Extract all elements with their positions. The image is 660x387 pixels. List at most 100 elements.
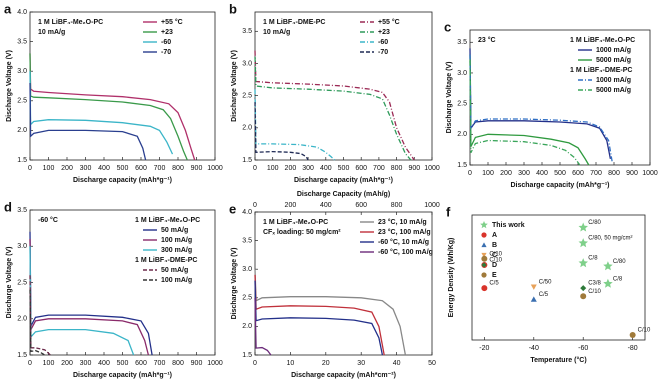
data-line [469,54,590,166]
x-tick-label: 1000 [207,165,223,172]
data-point [578,222,588,232]
x-tick-label: 800 [172,165,184,172]
x-tick-label: 900 [191,360,203,367]
legend-label: -70 [161,49,171,56]
panel-letter: d [4,199,12,214]
y-tick-label: 1.5 [457,162,467,169]
legend-label: +55 °C [161,18,183,26]
annotation: 1 M LiBF₄-Me₂O-PC [263,219,328,226]
annotation: 23 °C [478,36,496,44]
point-label: C/80 [613,259,626,265]
point-label: C3/8 [588,281,601,287]
data-line [254,89,336,161]
x-tick-label: 400 [536,170,548,177]
data-line [29,238,150,356]
y-axis-label: Energy Density (Wh/Kg) [448,238,455,318]
plot-frame [471,214,646,341]
x-tick-label: 20 [322,360,330,367]
point-label: C/50 [539,279,552,285]
y-axis-label: Discharge Voltage (V) [231,248,238,320]
x-tick-label: 500 [117,165,129,172]
x-tick-label: 500 [554,170,566,177]
x2-axis-label: Discharge Capacity (mAh/g) [297,191,390,198]
y-axis-label: Discharge Voltage (V) [231,50,238,122]
legend-label: B [492,242,497,249]
y-tick-label: 3.5 [242,237,252,244]
annotation: 10 mA/g [263,29,290,36]
y-tick-label: 3.0 [242,266,252,273]
data-point [530,284,537,290]
legend-label: -60 °C, 10 mA/g [378,238,429,246]
y-tick-label: 2.0 [457,131,467,138]
legend-marker [481,242,487,248]
legend-label: E [492,272,497,279]
annotation: 1 M LiBF₄-DME-PC [263,19,325,26]
x-tick-label: 700 [154,360,166,367]
x-tick-label: 700 [154,165,166,172]
legend-label: 100 mA/g [161,237,192,244]
y-tick-label: 2.5 [242,295,252,302]
y-axis-label: Discharge Voltage (V) [446,62,453,134]
point-label: C/8 [613,276,623,282]
x-tick-label: 100 [267,165,279,172]
x-tick-label: 600 [355,165,367,172]
y-tick-label: 3.5 [17,207,27,214]
legend-label: 1000 mA/g [596,77,631,84]
legend-label: 23 °C, 100 mA/g [378,228,431,236]
x2-tick-label: 0 [253,202,257,209]
point-label: C/5 [489,281,499,287]
legend-label: +55 °C [378,18,400,26]
x-axis-label: Temperature (°C) [530,356,586,364]
data-point [481,285,488,292]
point-label: C/5 [539,292,549,298]
y-tick-label: 3.0 [457,70,467,77]
x-tick-label: 800 [172,360,184,367]
legend-marker [481,252,487,258]
x-tick-label: 1000 [207,360,223,367]
x-tick-label: -80 [628,345,638,352]
panel-letter: b [229,1,237,16]
x-tick-label: 0 [468,170,472,177]
data-line [254,56,412,161]
point-label: C/80 [588,220,601,226]
data-point [629,332,636,338]
x-tick-label: 900 [191,165,203,172]
y-tick-label: 2.5 [17,279,27,286]
annotation: CFₓ loading: 50 mg/cm² [263,229,341,236]
x-tick-label: 900 [408,165,420,172]
x-axis-label: Discharge capacity (mAh*cm⁻²) [291,372,396,379]
legend-label: -60 °C, 100 mA/g [378,248,433,256]
legend-label: A [492,232,497,239]
y-tick-label: 4.0 [242,209,252,216]
x-tick-label: 200 [61,360,73,367]
x-tick-label: 30 [357,360,365,367]
data-line [469,48,612,160]
data-line [254,50,415,161]
x-tick-label: 200 [500,170,512,177]
x-tick-label: 700 [590,170,602,177]
legend-label: 100 mA/g [161,277,192,284]
legend-label: 50 mA/g [161,227,188,234]
x-tick-label: 0 [28,165,32,172]
y-tick-label: 1.5 [17,157,27,164]
x-axis-label: Discharge capacity (mAh*g⁻¹) [73,372,172,379]
legend-label: 300 mA/g [161,247,192,254]
y-tick-label: 1.5 [242,157,252,164]
x-tick-label: -20 [479,345,489,352]
data-line [29,71,174,155]
legend-marker [481,232,487,238]
legend-label: D [492,262,497,269]
x-tick-label: 300 [518,170,530,177]
data-line [254,102,309,161]
legend-label: 1000 mA/g [596,47,631,54]
data-line [29,289,46,356]
x-tick-label: 500 [338,165,350,172]
legend-label: -60 [161,39,171,46]
legend-marker [480,221,488,229]
data-line [469,60,581,166]
x-tick-label: 600 [572,170,584,177]
data-point [603,261,613,271]
legend-label: +23 [378,29,390,36]
point-label: C/10 [638,328,651,334]
